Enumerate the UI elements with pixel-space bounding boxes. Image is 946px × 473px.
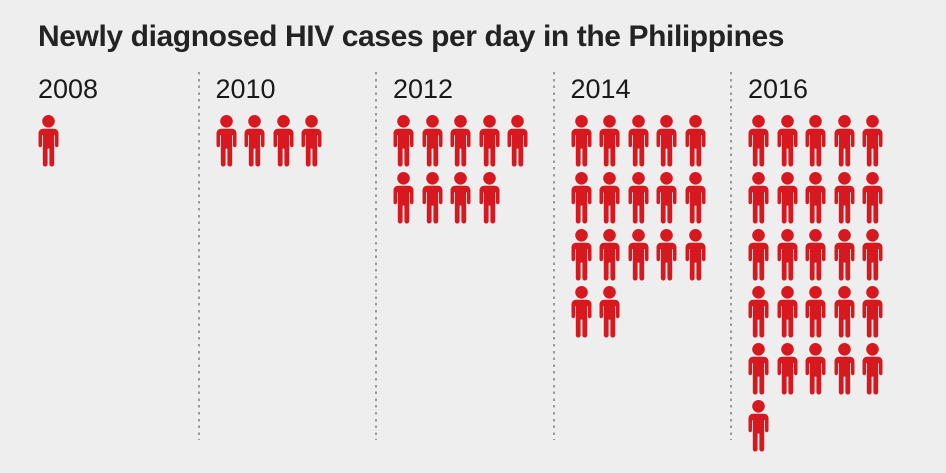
person-icon bbox=[656, 229, 677, 281]
person-icon bbox=[571, 172, 591, 224]
person-icon bbox=[571, 115, 591, 167]
year-column-2014: 2014 bbox=[571, 76, 714, 339]
icon-grid bbox=[393, 115, 536, 225]
person-icon bbox=[507, 115, 528, 167]
person-icon bbox=[628, 229, 648, 281]
person-icon bbox=[862, 286, 883, 338]
person-icon bbox=[748, 286, 769, 338]
person-icon bbox=[685, 172, 705, 224]
person-icon bbox=[599, 229, 620, 281]
person-icon bbox=[656, 115, 677, 167]
person-icon bbox=[834, 172, 854, 224]
person-icon bbox=[38, 115, 59, 167]
person-icon bbox=[273, 115, 293, 167]
person-icon bbox=[216, 115, 236, 167]
person-icon bbox=[748, 229, 769, 281]
person-icon bbox=[393, 115, 414, 167]
person-icon bbox=[777, 343, 797, 395]
person-icon bbox=[805, 229, 826, 281]
person-icon bbox=[777, 229, 797, 281]
person-icon bbox=[479, 115, 499, 167]
person-icon bbox=[599, 172, 620, 224]
person-icon bbox=[685, 229, 705, 281]
year-label: 2012 bbox=[393, 74, 454, 104]
person-icon bbox=[777, 172, 797, 224]
year-column-2016: 2016 bbox=[748, 76, 891, 453]
person-icon bbox=[479, 172, 499, 224]
year-column-2010: 2010 bbox=[216, 76, 359, 168]
icon-grid bbox=[748, 115, 891, 453]
column-divider bbox=[375, 72, 377, 440]
person-icon bbox=[834, 286, 854, 338]
person-icon bbox=[805, 172, 826, 224]
person-icon bbox=[422, 172, 442, 224]
column-divider bbox=[730, 72, 732, 440]
year-column-2012: 2012 bbox=[393, 76, 536, 225]
person-icon bbox=[301, 115, 322, 167]
person-icon bbox=[450, 115, 471, 167]
person-icon bbox=[805, 286, 826, 338]
person-icon bbox=[834, 229, 854, 281]
person-icon bbox=[571, 286, 591, 338]
person-icon bbox=[393, 172, 414, 224]
chart-title: Newly diagnosed HIV cases per day in the… bbox=[38, 20, 785, 53]
person-icon bbox=[685, 115, 705, 167]
person-icon bbox=[450, 172, 471, 224]
person-icon bbox=[862, 172, 883, 224]
person-icon bbox=[777, 115, 797, 167]
person-icon bbox=[777, 286, 797, 338]
person-icon bbox=[748, 400, 769, 452]
person-icon bbox=[244, 115, 265, 167]
person-icon bbox=[834, 115, 854, 167]
column-divider bbox=[197, 72, 200, 440]
year-label: 2014 bbox=[570, 74, 631, 104]
person-icon bbox=[571, 229, 591, 281]
person-icon bbox=[748, 172, 769, 224]
person-icon bbox=[628, 172, 648, 224]
column-divider bbox=[552, 72, 555, 440]
person-icon bbox=[862, 229, 883, 281]
person-icon bbox=[805, 115, 826, 167]
year-column-2008: 2008 bbox=[38, 76, 181, 168]
person-icon bbox=[862, 115, 883, 167]
year-label: 2016 bbox=[748, 74, 809, 104]
year-label: 2008 bbox=[38, 74, 99, 104]
person-icon bbox=[628, 115, 648, 167]
person-icon bbox=[599, 115, 620, 167]
person-icon bbox=[748, 115, 769, 167]
year-label: 2010 bbox=[215, 74, 276, 104]
person-icon bbox=[599, 286, 620, 338]
person-icon bbox=[862, 343, 883, 395]
icon-grid bbox=[216, 115, 359, 168]
person-icon bbox=[422, 115, 442, 167]
person-icon bbox=[748, 343, 769, 395]
person-icon bbox=[834, 343, 854, 395]
person-icon bbox=[805, 343, 826, 395]
person-icon bbox=[656, 172, 677, 224]
icon-grid bbox=[571, 115, 714, 339]
icon-grid bbox=[38, 115, 181, 168]
